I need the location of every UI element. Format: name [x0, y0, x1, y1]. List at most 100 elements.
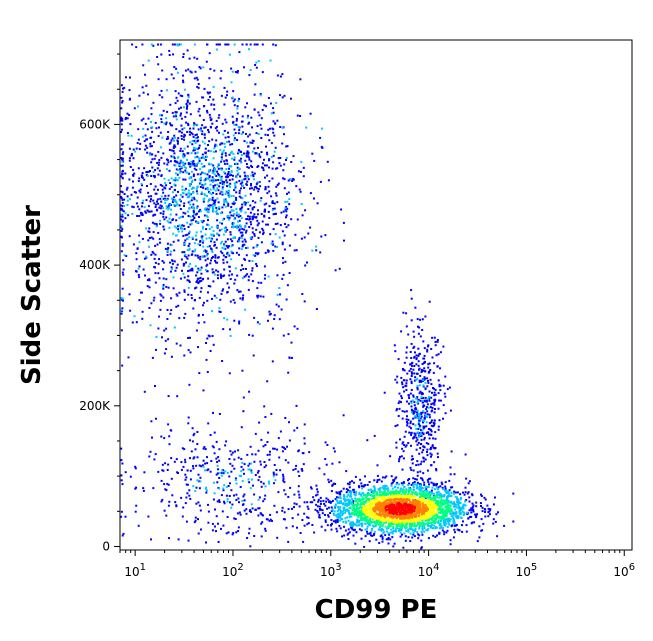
data-point	[248, 532, 250, 535]
data-point	[170, 73, 173, 76]
data-point	[150, 121, 152, 123]
data-point	[412, 533, 415, 536]
data-point	[251, 260, 254, 262]
data-point	[189, 70, 192, 73]
data-point	[241, 461, 244, 464]
data-point	[179, 161, 182, 164]
data-point	[216, 472, 219, 475]
data-point	[162, 268, 165, 271]
data-point	[432, 510, 435, 513]
data-point	[439, 509, 442, 512]
data-point	[416, 396, 419, 399]
data-point	[256, 187, 258, 190]
data-point	[409, 367, 412, 370]
data-point	[206, 254, 209, 257]
data-point	[208, 162, 210, 165]
data-point	[253, 178, 255, 181]
data-point	[219, 77, 222, 80]
data-point	[216, 165, 219, 168]
data-point	[420, 380, 423, 383]
data-point	[448, 506, 451, 509]
data-point	[410, 432, 413, 434]
data-point	[398, 392, 401, 395]
data-point	[272, 111, 275, 114]
data-point	[409, 540, 412, 543]
data-point	[392, 521, 395, 524]
data-point	[144, 73, 146, 76]
data-point	[211, 122, 214, 125]
data-point	[422, 457, 425, 460]
data-point	[421, 492, 424, 495]
data-point	[409, 351, 412, 353]
data-point	[461, 530, 464, 533]
data-point	[189, 336, 191, 339]
data-point	[283, 187, 286, 190]
data-point	[400, 397, 403, 400]
data-point	[229, 182, 232, 185]
data-point	[286, 192, 288, 195]
data-point	[167, 194, 170, 197]
data-point	[425, 406, 428, 409]
data-point	[456, 491, 459, 494]
data-point	[182, 171, 185, 174]
data-point	[172, 276, 175, 279]
data-point	[209, 350, 212, 352]
data-point	[343, 498, 345, 501]
data-point	[270, 142, 273, 145]
data-point	[237, 172, 240, 175]
data-point	[461, 510, 464, 513]
data-point	[199, 509, 202, 512]
data-point	[457, 503, 460, 506]
data-point	[190, 131, 193, 134]
data-point	[429, 452, 432, 455]
data-point	[221, 187, 224, 190]
data-point	[183, 147, 186, 150]
data-point	[143, 178, 146, 181]
data-point	[413, 435, 416, 438]
data-point	[294, 233, 297, 236]
data-point	[218, 501, 221, 503]
data-point	[440, 524, 443, 527]
data-point	[420, 531, 423, 534]
data-point	[218, 163, 221, 166]
data-point	[223, 201, 226, 204]
data-point	[213, 103, 216, 106]
data-point	[433, 411, 436, 414]
data-point	[417, 431, 420, 434]
data-point	[157, 202, 159, 205]
data-point	[251, 139, 254, 142]
data-point	[220, 527, 222, 530]
data-point	[232, 299, 235, 301]
data-point	[184, 212, 187, 215]
data-point	[463, 503, 466, 506]
data-point	[443, 533, 446, 536]
data-point	[343, 508, 346, 511]
data-point	[369, 514, 372, 517]
data-point	[426, 377, 429, 380]
data-point	[144, 134, 147, 137]
data-point	[227, 485, 230, 487]
data-point	[237, 530, 240, 532]
data-point	[195, 147, 198, 150]
data-point	[266, 441, 269, 443]
data-point	[368, 499, 371, 501]
data-point	[204, 269, 207, 271]
data-point	[194, 519, 197, 522]
data-point	[446, 497, 449, 500]
data-point	[184, 234, 187, 237]
data-point	[165, 348, 168, 351]
data-point	[416, 384, 419, 387]
data-point	[228, 165, 231, 168]
data-point	[242, 184, 244, 187]
data-point	[272, 213, 275, 216]
data-point	[213, 452, 216, 455]
data-point	[416, 372, 419, 375]
data-point	[310, 486, 312, 489]
data-point	[256, 296, 259, 299]
data-point	[405, 351, 408, 354]
data-point	[210, 240, 213, 243]
data-point	[135, 270, 137, 273]
data-point	[181, 230, 184, 233]
data-point	[288, 244, 291, 247]
data-point	[423, 530, 426, 533]
